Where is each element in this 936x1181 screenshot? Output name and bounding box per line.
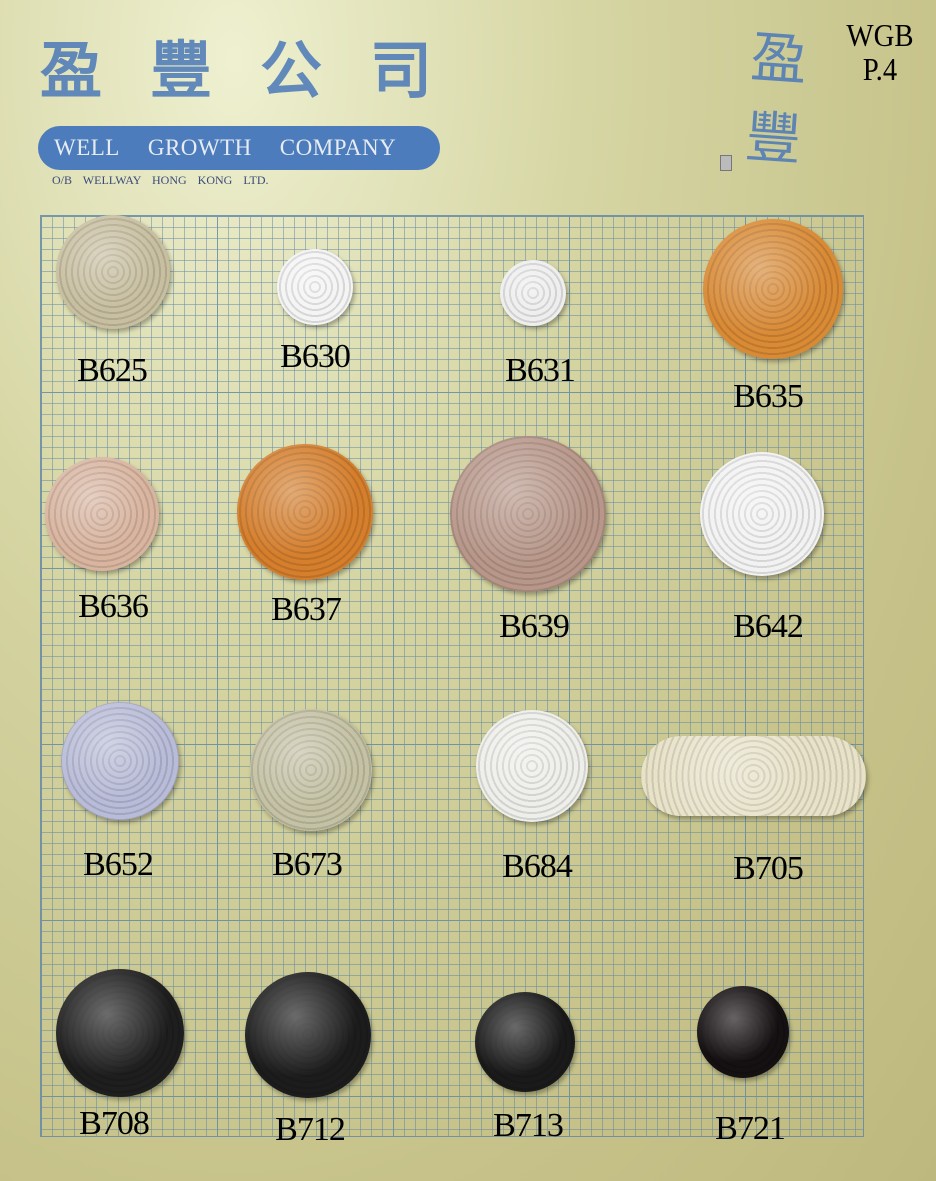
button-code-label: B652 — [83, 846, 154, 883]
button-code-label: B636 — [78, 588, 149, 625]
button-code-label: B625 — [77, 352, 148, 389]
button-sample-b684 — [476, 710, 588, 822]
button-sample-b652 — [61, 702, 179, 820]
button-code-label: B721 — [715, 1110, 786, 1147]
calligraphy-logo: 盈豐 — [743, 25, 810, 174]
banner-word: GROWTH — [147, 135, 252, 160]
button-code-label: B708 — [79, 1105, 150, 1142]
button-sample-b642 — [700, 452, 824, 576]
button-code-label: B712 — [275, 1111, 346, 1148]
button-code-label: B684 — [502, 848, 573, 885]
seal-stamp-icon — [720, 155, 732, 171]
button-code-label: B635 — [733, 378, 804, 415]
button-code-label: B631 — [505, 352, 576, 389]
catalog-code: WGB P.4 — [840, 18, 921, 86]
button-sample-b637 — [237, 444, 373, 580]
button-sample-b639 — [450, 436, 606, 592]
button-code-label: B673 — [272, 846, 343, 883]
grid-board — [40, 215, 864, 1137]
button-code-label: B630 — [280, 338, 351, 375]
button-sample-b631 — [500, 260, 566, 326]
page-number: P.4 — [862, 51, 898, 87]
button-sample-b713 — [475, 992, 575, 1092]
button-sample-b635 — [703, 219, 843, 359]
button-code-label: B705 — [733, 850, 804, 887]
catalog-series: WGB — [846, 17, 914, 53]
button-sample-b708 — [56, 969, 184, 1097]
button-sample-b636 — [45, 457, 159, 571]
button-sample-b721 — [697, 986, 789, 1078]
button-code-label: B637 — [271, 591, 342, 628]
button-sample-b705 — [640, 736, 866, 816]
company-subtitle: O/B WELLWAY HONG KONG LTD. — [52, 173, 269, 187]
button-code-label: B642 — [733, 608, 804, 645]
button-code-label: B713 — [493, 1107, 564, 1144]
banner-word: COMPANY — [279, 135, 397, 160]
company-name-banner: WELL GROWTH COMPANY — [38, 126, 440, 170]
button-sample-b625 — [56, 215, 170, 329]
banner-word: WELL — [54, 135, 120, 160]
button-sample-b712 — [245, 972, 371, 1098]
button-sample-b630 — [277, 249, 353, 325]
company-chinese-name: 盈豐公司 — [40, 34, 481, 107]
button-sample-b673 — [250, 709, 372, 831]
button-code-label: B639 — [499, 608, 570, 645]
